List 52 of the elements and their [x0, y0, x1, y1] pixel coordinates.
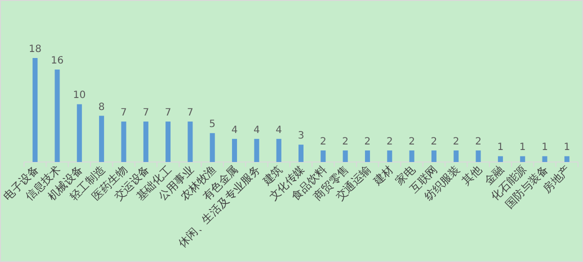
data-label: 4 [276, 124, 282, 136]
data-label: 7 [164, 108, 172, 119]
bar [143, 122, 148, 162]
bar [76, 104, 82, 162]
bar [342, 150, 348, 162]
bar [121, 122, 126, 162]
data-label: 7 [142, 108, 150, 119]
data-label: 5 [209, 119, 216, 130]
bar [542, 156, 548, 162]
data-label: 2 [452, 136, 460, 148]
bar [454, 150, 459, 162]
data-label: 1 [497, 142, 504, 154]
bar [476, 150, 481, 162]
data-label: 2 [320, 136, 326, 148]
bar [298, 144, 304, 162]
data-label: 2 [386, 136, 393, 148]
bar [364, 150, 370, 162]
data-label: 7 [187, 108, 194, 119]
data-label: 18 [28, 44, 42, 55]
data-label: 16 [50, 56, 64, 67]
data-label: 2 [475, 136, 482, 148]
bar [320, 150, 326, 162]
bar [254, 138, 260, 162]
data-label: 4 [231, 124, 238, 136]
bar [520, 156, 526, 162]
x-tick-label: 其他 [460, 162, 484, 188]
bar [188, 122, 193, 162]
bar [409, 150, 414, 162]
bar [431, 150, 436, 162]
bar [276, 138, 282, 162]
data-label: 1 [542, 142, 548, 154]
bar [232, 138, 238, 162]
bar [166, 122, 171, 162]
data-label: 3 [298, 130, 304, 142]
data-label: 1 [519, 142, 526, 154]
data-label: 2 [430, 136, 438, 148]
bar [210, 133, 215, 162]
data-label: 2 [342, 136, 349, 148]
bar [498, 156, 503, 162]
bar [99, 116, 104, 162]
data-label: 10 [73, 90, 86, 102]
data-label: 7 [120, 108, 127, 119]
data-label: 4 [253, 124, 260, 136]
bar [564, 156, 570, 162]
bar [32, 58, 38, 162]
data-label: 2 [364, 136, 371, 148]
bar [54, 70, 60, 162]
bar [387, 150, 392, 162]
x-tick-label: 建材 [370, 162, 396, 188]
data-label: 1 [564, 142, 570, 154]
data-label: 8 [98, 102, 105, 113]
data-label: 2 [408, 136, 415, 148]
